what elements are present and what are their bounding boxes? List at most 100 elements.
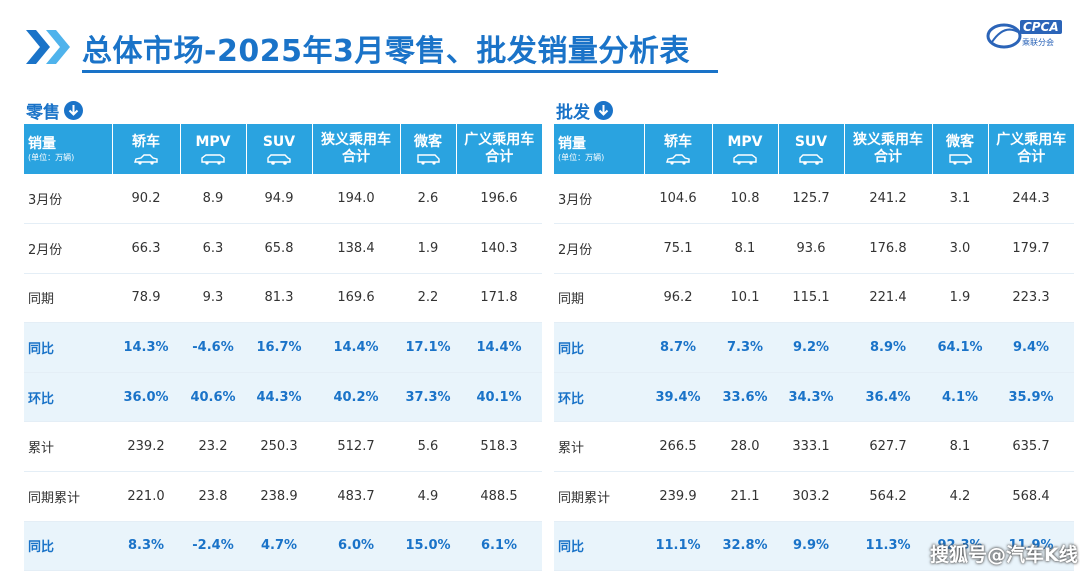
table-cell: 238.9 <box>260 488 298 504</box>
table-cell: 138.4 <box>337 240 375 256</box>
header-cell: 微客 <box>400 124 457 174</box>
table-cell: 33.6% <box>712 372 778 422</box>
mpv-icon <box>181 153 246 165</box>
logo-text: CPCA <box>1020 20 1062 34</box>
table-cell: 40.6% <box>180 372 246 422</box>
table-cell: 39.4% <box>644 372 712 422</box>
row-label: 2月份 <box>28 242 63 258</box>
retail-table-panel: 销量 (单位：万辆) 轿车 MPV SUV 狭义乘用车合计 微客 广义乘用车合计 3月份 90.… <box>24 124 542 572</box>
table-cell: 35.9% <box>988 372 1074 422</box>
table-cell: 10.8 <box>730 191 760 207</box>
table-cell: 36.4% <box>844 372 932 422</box>
table-cell: 8.9 <box>202 191 224 207</box>
double-chevron-icon <box>26 30 70 64</box>
table-cell: 171.8 <box>480 290 518 306</box>
table-cell: 37.3% <box>400 372 456 422</box>
table-row: 同期累计 239.9 21.1 303.2 564.2 4.2 568.4 <box>554 472 1074 522</box>
row-label: 3月份 <box>28 193 63 209</box>
row-label: 3月份 <box>558 193 593 209</box>
row-label: 同比 <box>24 521 112 571</box>
table-cell: 15.0% <box>400 521 456 571</box>
table-cell: 196.6 <box>480 191 518 207</box>
table-cell: 333.1 <box>792 439 830 455</box>
title-underline <box>82 70 718 73</box>
table-cell: 93.6 <box>796 240 826 256</box>
column-header-label: 轿车 <box>664 133 692 150</box>
table-cell: 9.4% <box>988 322 1074 373</box>
table-cell: 90.2 <box>131 191 161 207</box>
table-cell: 4.2 <box>949 488 971 504</box>
table-cell: 28.0 <box>730 439 760 455</box>
header-unit-label: (单位：万辆) <box>558 152 605 162</box>
table-cell: 34.3% <box>778 372 844 422</box>
table-header-row: 销量 (单位：万辆) 轿车 MPV SUV 狭义乘用车合计 微客 广义乘用车合计 <box>554 124 1074 174</box>
table-cell: 10.1 <box>730 290 760 306</box>
table-cell: 6.3 <box>202 240 224 256</box>
table-cell: 244.3 <box>1012 191 1050 207</box>
column-header-label: SUV <box>794 133 828 150</box>
column-header-label: SUV <box>262 133 296 150</box>
column-header-label: MPV <box>727 133 763 150</box>
table-cell: 239.9 <box>659 488 697 504</box>
table-cell: 223.3 <box>1012 290 1050 306</box>
row-label: 同期累计 <box>28 490 81 506</box>
table-row: 同期 78.9 9.3 81.3 169.6 2.2 171.8 <box>24 273 542 323</box>
table-cell: 16.7% <box>246 322 312 373</box>
header-cell-sales: 销量 (单位：万辆) <box>554 124 645 174</box>
table-cell: 14.4% <box>312 322 400 373</box>
table-cell: 194.0 <box>337 191 375 207</box>
table-cell: 9.2% <box>778 322 844 373</box>
table-row: 同比 8.3% -2.4% 4.7% 6.0% 15.0% 6.1% <box>24 521 542 571</box>
table-cell: 6.1% <box>456 521 542 571</box>
header-cell: 广义乘用车合计 <box>456 124 542 174</box>
retail-label-text: 零售 <box>26 103 60 123</box>
table-row: 3月份 104.6 10.8 125.7 241.2 3.1 244.3 <box>554 174 1074 224</box>
table-cell: 8.7% <box>644 322 712 373</box>
table-row: 同比 14.3% -4.6% 16.7% 14.4% 17.1% 14.4% <box>24 322 542 373</box>
table-cell: 169.6 <box>337 290 375 306</box>
table-cell: 179.7 <box>1012 240 1050 256</box>
table-cell: 11.3% <box>844 521 932 571</box>
table-row: 3月份 90.2 8.9 94.9 194.0 2.6 196.6 <box>24 174 542 224</box>
sedan-icon <box>113 153 180 165</box>
table-cell: 1.9 <box>417 240 439 256</box>
table-cell: 9.3 <box>202 290 224 306</box>
column-header-label: 轿车 <box>132 133 160 150</box>
table-cell: 4.1% <box>932 372 988 422</box>
column-header-label: MPV <box>195 133 231 150</box>
table-cell: 8.1 <box>734 240 756 256</box>
table-cell: 3.1 <box>949 191 971 207</box>
column-header-label: 微客 <box>414 133 442 150</box>
header-sales-label: 销量 <box>558 135 586 152</box>
suv-icon <box>779 153 844 165</box>
row-label: 同比 <box>24 322 112 373</box>
header-cell: 狭义乘用车合计 <box>312 124 401 174</box>
column-header-label: 广义乘用车合计 <box>464 132 535 165</box>
table-row: 2月份 75.1 8.1 93.6 176.8 3.0 179.7 <box>554 224 1074 274</box>
header-cell: 微客 <box>932 124 989 174</box>
logo-subtitle: 乘联分会 <box>1022 38 1054 47</box>
table-cell: 564.2 <box>869 488 907 504</box>
table-cell: 23.8 <box>198 488 228 504</box>
table-cell: 32.8% <box>712 521 778 571</box>
table-cell: 2.2 <box>417 290 439 306</box>
retail-table-body: 3月份 90.2 8.9 94.9 194.0 2.6 196.6 2月份 66.3 6.3 65.… <box>24 174 542 571</box>
table-cell: 221.0 <box>127 488 165 504</box>
table-cell: 176.8 <box>869 240 907 256</box>
row-label: 累计 <box>558 441 585 457</box>
table-cell: 66.3 <box>131 240 161 256</box>
table-cell: 266.5 <box>659 439 697 455</box>
row-label: 环比 <box>24 372 112 422</box>
table-cell: 65.8 <box>264 240 294 256</box>
column-header-label: 狭义乘用车合计 <box>853 132 923 165</box>
page-title: 总体市场-2025年3月零售、批发销量分析表 <box>82 34 690 69</box>
header-cell: 轿车 <box>112 124 181 174</box>
header: 总体市场-2025年3月零售、批发销量分析表 CPCA 乘联分会 <box>0 0 1080 90</box>
table-header-row: 销量 (单位：万辆) 轿车 MPV SUV 狭义乘用车合计 微客 广义乘用车合计 <box>24 124 542 174</box>
table-cell: 11.9% <box>988 521 1074 571</box>
table-cell: 512.7 <box>337 439 375 455</box>
table-cell: 96.2 <box>663 290 693 306</box>
down-arrow-icon <box>64 101 83 120</box>
table-cell: 483.7 <box>337 488 375 504</box>
retail-table: 销量 (单位：万辆) 轿车 MPV SUV 狭义乘用车合计 微客 广义乘用车合计 3月份 90.… <box>24 124 542 571</box>
